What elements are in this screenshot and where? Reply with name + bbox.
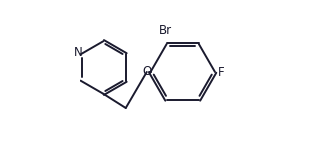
Text: F: F	[218, 66, 225, 78]
Text: O: O	[142, 65, 151, 78]
Text: N: N	[73, 46, 82, 59]
Text: Br: Br	[159, 24, 172, 37]
